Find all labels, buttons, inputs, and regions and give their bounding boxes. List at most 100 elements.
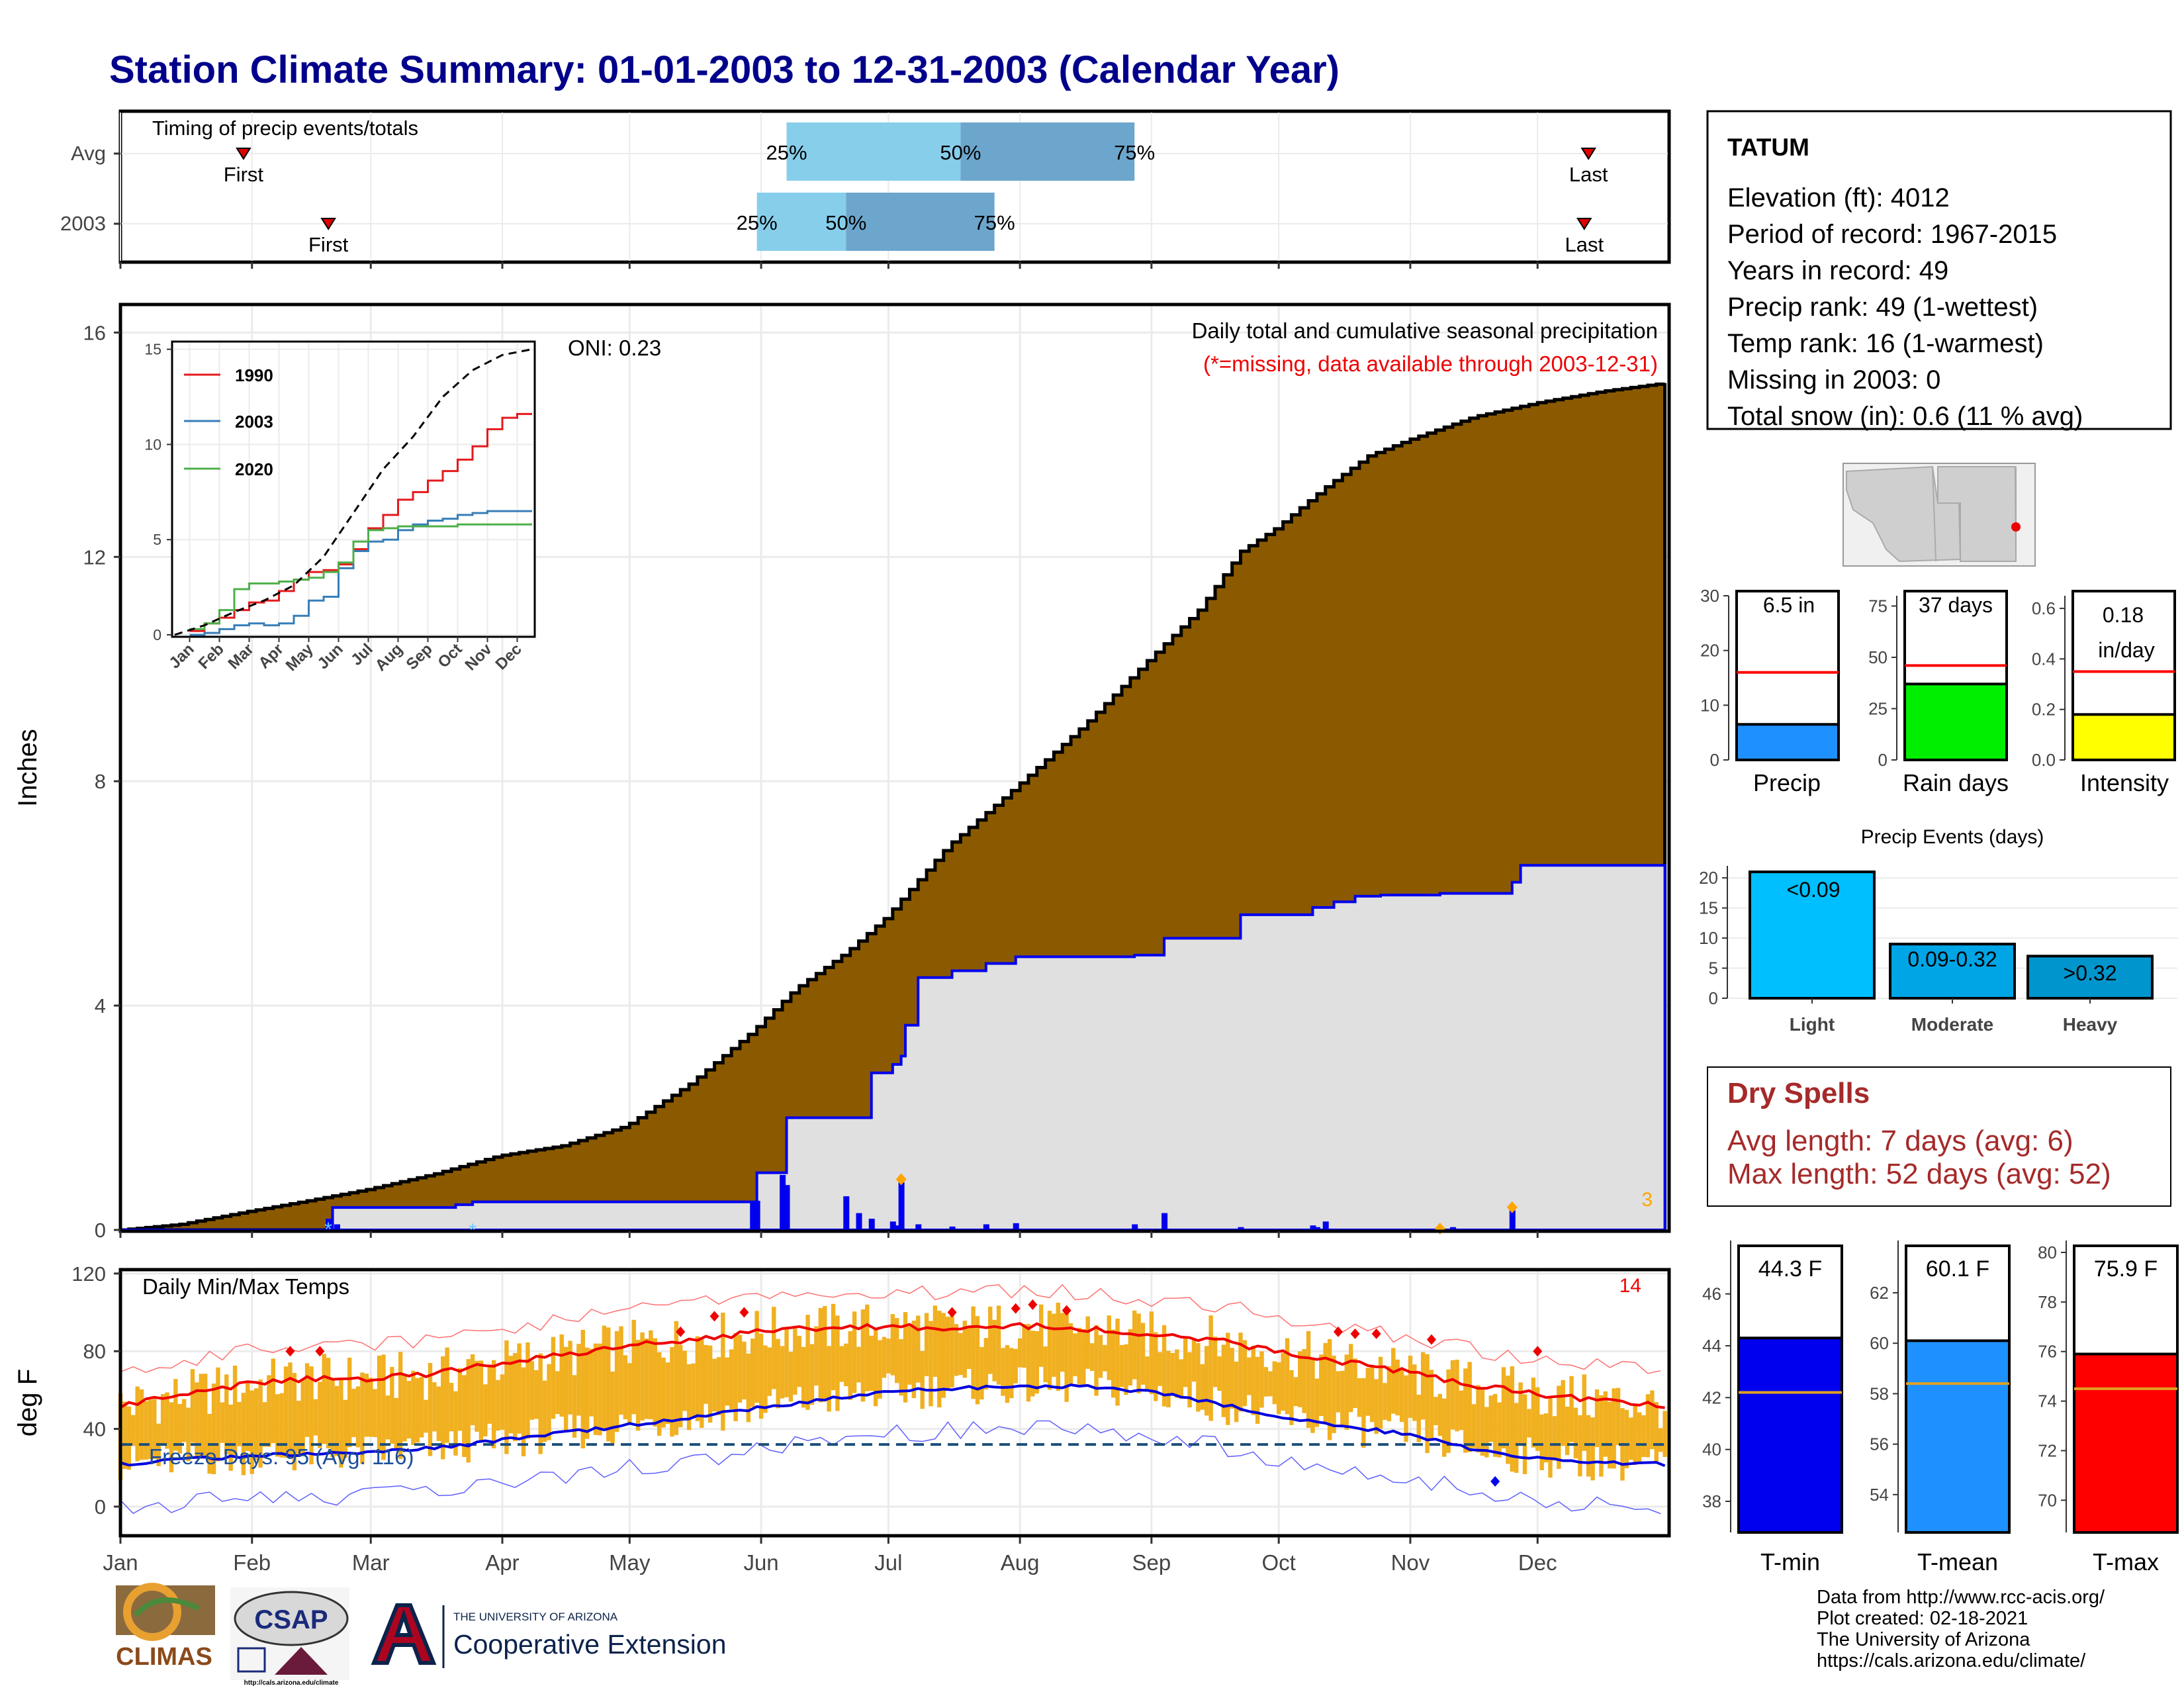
precip-ytick-label-4: 4 <box>95 994 106 1017</box>
inset-ytick-label-0: 0 <box>153 626 161 643</box>
daily-temp-range-bar <box>1446 1369 1451 1453</box>
daily-temp-range-bar <box>1103 1344 1107 1372</box>
dry-spells-avg: Avg length: 7 days (avg: 6) <box>1727 1125 2073 1157</box>
daily-temp-range-bar <box>899 1339 903 1396</box>
precip-summary-bars: 0 10 20 30 0 25 50 75 0.0 0.2 0.4 0.6 <box>1700 586 2176 770</box>
daily-temp-range-bar <box>823 1305 827 1402</box>
daily-temp-range-bar <box>1387 1366 1392 1422</box>
daily-temp-range-bar <box>1365 1368 1371 1416</box>
daily-temp-range-bar <box>780 1346 785 1399</box>
daily-temp-range-bar <box>487 1367 492 1424</box>
daily-temp-range-bar <box>1154 1332 1158 1401</box>
daily-temp-range-bar <box>707 1345 713 1423</box>
daily-temp-range-bar <box>322 1354 326 1444</box>
daily-temp-range-bar <box>1149 1311 1154 1394</box>
daily-temp-range-bar <box>500 1374 505 1430</box>
daily-temp-range-bar <box>767 1347 772 1396</box>
daily-temp-range-bar <box>1077 1327 1082 1385</box>
daily-temp-range-bar <box>122 1401 127 1469</box>
daily-temp-range-bar <box>1009 1348 1014 1399</box>
tmax-ytick-label: 70 <box>2038 1490 2057 1510</box>
daily-temp-range-bar <box>441 1356 445 1460</box>
month-label-feb: Feb <box>233 1550 271 1575</box>
daily-temp-range-bar <box>1230 1348 1234 1409</box>
daily-temp-range-bar <box>971 1306 976 1399</box>
daily-temp-range-bar <box>1506 1376 1510 1464</box>
event-label-moderate: 0.09-0.32 <box>1907 947 1997 971</box>
daily-temp-range-bar <box>283 1366 289 1458</box>
daily-temp-range-bar <box>216 1367 220 1462</box>
daily-precip-bar <box>334 1224 340 1230</box>
daily-temp-range-bar <box>954 1324 959 1376</box>
daily-temp-range-bar <box>1052 1313 1056 1377</box>
daily-temp-range-bar <box>1548 1397 1553 1478</box>
daily-temp-range-bar <box>1247 1357 1251 1395</box>
daily-temp-range-bar <box>513 1352 518 1442</box>
daily-temp-range-bar <box>424 1399 428 1433</box>
daily-temp-range-bar <box>1034 1331 1039 1394</box>
daily-temp-range-bar <box>406 1381 412 1439</box>
daily-temp-range-bar <box>1535 1387 1540 1451</box>
tmin-ytick-label: 38 <box>1702 1491 1721 1511</box>
daily-temp-range-bar <box>1637 1412 1642 1462</box>
daily-precip-bar <box>1314 1227 1320 1230</box>
page-title: Station Climate Summary: 01-01-2003 to 1… <box>109 48 1340 91</box>
daily-temp-range-bar <box>598 1343 602 1436</box>
tmin-ytick-label: 40 <box>1702 1440 1721 1460</box>
daily-temp-range-bar <box>304 1363 310 1437</box>
footer-data-source: Data from http://www.rcc-acis.org/ <box>1817 1587 2105 1608</box>
raindays-ytick-label: 50 <box>1868 647 1888 667</box>
daily-temp-range-bar <box>1056 1302 1061 1391</box>
daily-temp-range-bar <box>165 1392 169 1449</box>
daily-temp-range-bar <box>160 1393 165 1445</box>
record-min-line <box>120 1420 1661 1515</box>
precip-ytick-label: 0 <box>1710 750 1719 770</box>
daily-temp-range-bar <box>848 1331 852 1400</box>
daily-temp-range-bar <box>1522 1394 1527 1474</box>
daily-precip-bar <box>784 1185 790 1230</box>
daily-precip-bar <box>949 1226 956 1230</box>
daily-temp-range-bar <box>258 1380 263 1468</box>
daily-temp-range-bar <box>992 1319 997 1382</box>
timing-title: Timing of precip events/totals <box>152 117 418 140</box>
daily-temp-range-bar <box>1005 1345 1010 1403</box>
daily-temp-range-bar <box>1450 1360 1455 1430</box>
precip-events-chart: Precip Events (days) 0 5 10 15 20 <0.09 0.09… <box>1699 826 2177 1035</box>
daily-temp-range-bar <box>1298 1351 1302 1407</box>
timing-2003-q2-bar <box>846 193 995 251</box>
oni-value: ONI: 0.23 <box>568 336 661 360</box>
daily-temp-range-bar <box>318 1382 322 1448</box>
station-period: Period of record: 1967-2015 <box>1727 220 2057 249</box>
daily-temp-range-bar <box>1340 1370 1345 1427</box>
daily-temp-range-bar <box>253 1388 259 1460</box>
daily-temp-range-bar <box>483 1384 488 1436</box>
daily-temp-range-bar <box>631 1319 636 1415</box>
daily-temp-range-bar <box>907 1326 912 1385</box>
daily-precip-bar <box>1013 1223 1019 1230</box>
station-snow: Total snow (in): 0.6 (11 % avg) <box>1727 402 2083 431</box>
daily-temp-range-bar <box>1484 1407 1489 1458</box>
daily-temp-range-bar <box>211 1383 216 1475</box>
timing-2003-last-marker <box>1576 218 1592 230</box>
timing-avg-last-label: Last <box>1569 163 1608 186</box>
daily-precip-bar <box>754 1200 760 1230</box>
daily-temp-range-bar <box>237 1401 242 1446</box>
events-ytick-label-20: 20 <box>1699 868 1718 888</box>
tmean-value-label: 60.1 F <box>1926 1256 1989 1282</box>
daily-temp-range-bar <box>1281 1352 1285 1411</box>
daily-precip-bar <box>1161 1213 1168 1230</box>
daily-temp-range-bar <box>466 1359 471 1463</box>
daily-temp-range-bar <box>809 1344 815 1405</box>
daily-temp-range-bar <box>805 1315 810 1410</box>
temp-ytick-label-0: 0 <box>95 1495 106 1519</box>
events-ytick-label-15: 15 <box>1699 898 1718 918</box>
dry-spells-title: Dry Spells <box>1727 1077 1870 1109</box>
daily-temp-range-bar <box>402 1374 407 1442</box>
daily-temp-range-bar <box>1590 1417 1595 1481</box>
tmean-ytick-label: 54 <box>1870 1485 1889 1505</box>
precip-ytick-label-0: 0 <box>95 1219 106 1242</box>
event-label-light: <0.09 <box>1787 878 1841 902</box>
precip-value-label: 6.5 in <box>1763 593 1815 617</box>
daily-temp-range-bar <box>1497 1402 1502 1458</box>
daily-temp-range-bar <box>1531 1378 1536 1448</box>
